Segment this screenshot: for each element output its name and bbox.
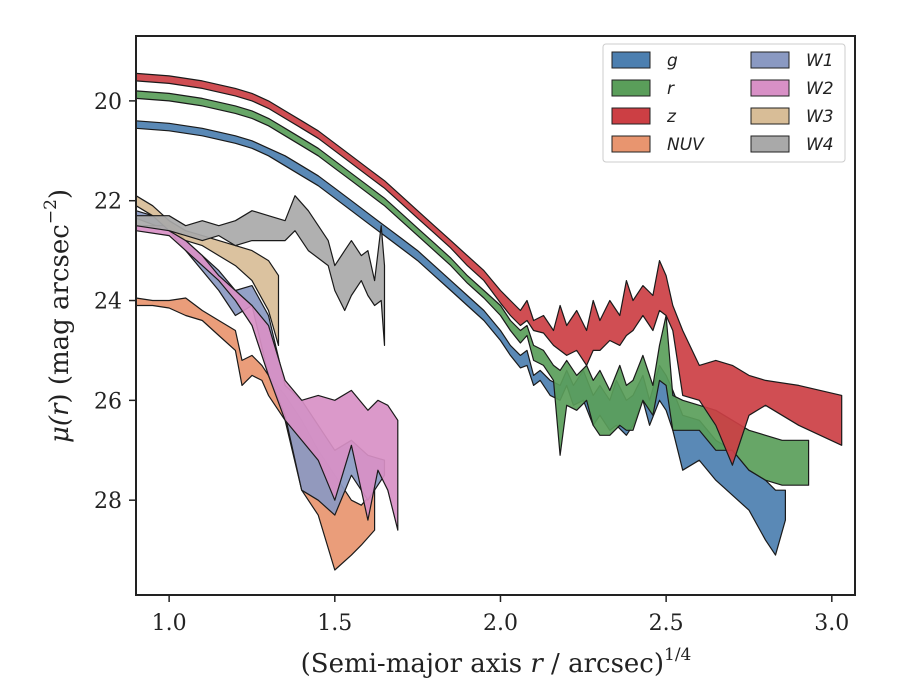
y-tick-label: 28 [94,489,122,514]
x-tick-label: 1.0 [152,611,187,636]
legend-swatch-w3 [750,107,790,125]
y-tick-label: 20 [94,90,122,115]
band-w4 [135,195,386,346]
legend-label-nuv: NUV [667,135,705,155]
x-tick-label: 2.0 [483,611,518,636]
legend-label-g: g [667,51,678,71]
y-axis-ticks: 20 22 24 26 28 [94,90,136,514]
x-axis-ticks: 1.0 1.5 2.0 2.5 3.0 [152,595,849,636]
y-axis-label: μ(r) (mag arcsec−2) [41,189,75,443]
legend-label-w1: W1 [806,51,834,71]
legend-swatch-g [611,51,651,69]
legend: grz NUV W1 W2 W3 W4 [602,43,846,163]
x-tick-label: 1.5 [317,611,352,636]
y-tick-label: 24 [94,290,122,315]
band-nuv [135,297,376,571]
band-r [135,90,810,486]
legend-label-z: z [666,107,677,127]
x-tick-label: 3.0 [814,611,849,636]
band-g [135,120,786,556]
y-tick-label: 26 [94,389,122,414]
legend-label-r: r [667,79,675,99]
legend-label-w2: W2 [806,79,834,99]
x-tick-label: 2.5 [649,611,684,636]
legend-swatch-z [611,107,651,125]
y-tick-label: 22 [94,190,122,215]
legend-label-w4: W4 [806,135,834,155]
x-axis-label: (Semi-major axis r / arcsec)1/4 [301,645,692,679]
legend-swatch-w2 [750,79,790,97]
legend-swatch-w1 [750,51,790,69]
legend-swatch-r [611,79,651,97]
legend-label-w3: W3 [806,107,834,127]
series-bands [135,72,843,571]
legend-swatch-w4 [750,135,790,153]
legend-frame [602,43,846,163]
plot-frame [135,35,856,596]
legend-swatch-nuv [611,135,651,153]
band-w2 [135,225,399,531]
band-z [135,72,843,466]
